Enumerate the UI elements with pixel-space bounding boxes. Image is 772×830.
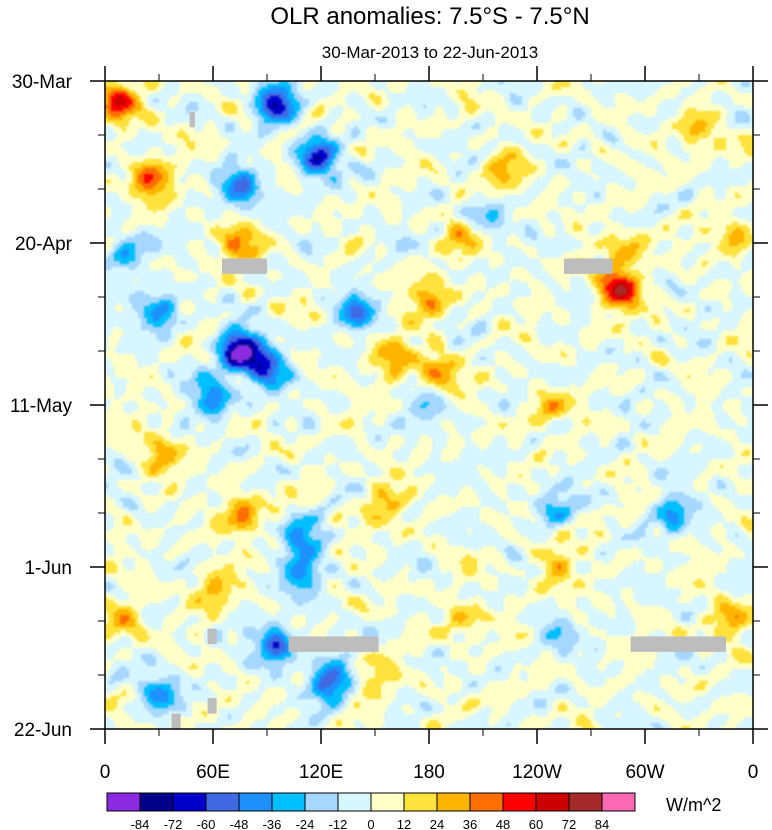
missing-data-patch: [189, 111, 195, 128]
colorbar-level-label: -24: [296, 817, 315, 830]
colorbar-level-label: -48: [230, 817, 249, 830]
colorbar-swatch: [403, 792, 438, 812]
colorbar-swatch: [238, 792, 273, 812]
missing-data-patch: [207, 628, 217, 645]
colorbar-level-label: 72: [562, 817, 576, 830]
colorbar-swatch: [271, 792, 306, 812]
colorbar-swatch: [106, 792, 141, 812]
missing-data-patch: [630, 636, 726, 652]
colorbar-level-label: -60: [197, 817, 216, 830]
colorbar-level-label: -12: [329, 817, 348, 830]
y-tick-label: 11-May: [10, 396, 72, 417]
y-tick-label: 30-Mar: [12, 72, 73, 93]
colorbar-swatch: [535, 792, 570, 812]
colorbar: -84 -72 -60 -48 -36 -24 -12 0 12 24 36 48 60 72 84: [106, 792, 636, 830]
colorbar-swatch: [469, 792, 504, 812]
x-tick-label: 120W: [512, 762, 562, 783]
colorbar-swatch: [304, 792, 339, 812]
y-tick-label: 20-Apr: [15, 234, 73, 255]
colorbar-level-label: 36: [463, 817, 477, 830]
missing-data-patch: [564, 258, 613, 274]
x-tick-label: 180: [413, 762, 445, 783]
colorbar-level-label: 60: [529, 817, 543, 830]
colorbar-swatch: [337, 792, 372, 812]
colorbar-swatch: [205, 792, 240, 812]
chart-title: OLR anomalies: 7.5°S - 7.5°N: [270, 3, 589, 30]
x-tick-label: 60E: [196, 762, 230, 783]
plot-area: [104, 80, 754, 730]
y-tick-label: 1-Jun: [24, 558, 72, 579]
anomaly-field: [105, 81, 753, 729]
colorbar-swatch: [370, 792, 405, 812]
x-axis: 0 60E 120E 180 120W 60W 0: [100, 66, 759, 783]
colorbar-level-label: -36: [263, 817, 282, 830]
colorbar-swatch: [436, 792, 471, 812]
x-tick-label: 0: [748, 762, 759, 783]
missing-data-patch: [171, 713, 181, 729]
missing-data-layer: [171, 111, 726, 729]
colorbar-level-label: 12: [397, 817, 411, 830]
colorbar-level-label: 24: [430, 817, 444, 830]
chart-subtitle: 30-Mar-2013 to 22-Jun-2013: [322, 43, 538, 62]
x-tick-label: 60W: [625, 762, 664, 783]
colorbar-swatch: [601, 792, 636, 812]
colorbar-level-label: -84: [131, 817, 150, 830]
colorbar-swatch: [172, 792, 207, 812]
colorbar-level-label: 84: [595, 817, 609, 830]
missing-data-patch: [288, 636, 379, 652]
colorbar-swatch: [502, 792, 537, 812]
colorbar-level-label: 48: [496, 817, 510, 830]
colorbar-swatch: [568, 792, 603, 812]
colorbar-swatch: [139, 792, 174, 812]
missing-data-patch: [222, 258, 267, 274]
x-tick-label: 0: [100, 762, 111, 783]
missing-data-patch: [207, 698, 217, 714]
y-tick-label: 22-Jun: [14, 720, 72, 741]
colorbar-units: W/m^2: [666, 795, 721, 815]
x-tick-label: 120E: [299, 762, 343, 783]
y-axis: 30-Mar 20-Apr 11-May 1-Jun 22-Jun: [10, 72, 768, 741]
colorbar-level-label: 0: [367, 817, 374, 830]
colorbar-level-label: -72: [164, 817, 183, 830]
